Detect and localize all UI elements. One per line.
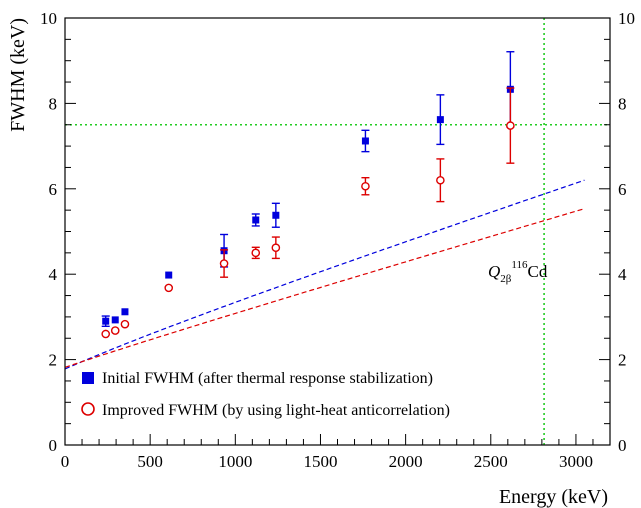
axis-tick-labels: 0 500 1000 1500 2000 2500 3000 0 2 4 6 8 10 0 2 4 6 8 10 (40, 9, 635, 471)
x-axis-title: Energy (keV) (499, 486, 608, 508)
y-tick-label-right: 4 (618, 265, 627, 284)
data-point-improved (361, 181, 370, 191)
y-tick-label-left: 8 (49, 94, 58, 113)
data-point-improved (110, 326, 120, 335)
x-tick-label: 2500 (474, 452, 508, 471)
y-tick-label-left: 10 (40, 9, 57, 28)
data-point-initial (361, 137, 369, 145)
x-tick-label: 3000 (559, 452, 593, 471)
data-point-improved (219, 259, 229, 268)
data-point-initial (252, 216, 260, 224)
data-point-initial (272, 211, 280, 219)
data-point-improved (506, 121, 515, 130)
y-tick-label-right: 2 (618, 351, 627, 370)
y-tick-label-left: 0 (49, 436, 58, 455)
x-tick-label: 2000 (389, 452, 423, 471)
y-tick-label-left: 2 (49, 351, 58, 370)
y-tick-label-right: 8 (618, 94, 627, 113)
y-tick-label-right: 0 (618, 436, 627, 455)
plot-area (65, 18, 610, 445)
annotation-base: Q (488, 262, 500, 281)
data-point-improved (120, 319, 130, 329)
x-tick-label: 500 (137, 452, 163, 471)
data-point-initial (165, 271, 173, 279)
y-tick-label-right: 6 (618, 180, 627, 199)
axis-ticks (64, 17, 611, 446)
data-point-improved (436, 175, 445, 185)
legend: Initial FWHM (after thermal response sta… (81, 370, 450, 419)
data-point-initial (121, 308, 129, 316)
x-tick-label: 1000 (218, 452, 252, 471)
legend-label-initial: Initial FWHM (after thermal response sta… (102, 370, 433, 387)
y-tick-label-left: 4 (49, 265, 58, 284)
data-point-improved (101, 329, 111, 339)
data-point-improved (271, 243, 281, 253)
reference-lines (65, 18, 610, 445)
data-point-improved (164, 283, 174, 293)
legend-marker-initial (82, 372, 94, 384)
annotation-superscript: 116 (511, 259, 528, 271)
fit-curve-improved (64, 208, 585, 368)
data-point-initial (102, 317, 110, 325)
legend-label-improved: Improved FWHM (by using light-heat antic… (102, 402, 450, 419)
y-axis-title: FWHM (keV) (7, 18, 29, 132)
y-tick-label-right: 10 (618, 9, 635, 28)
annotation-subscript: 2β (500, 273, 512, 285)
q-value-annotation: Q2β 116Cd (488, 259, 548, 285)
legend-marker-improved (81, 402, 95, 416)
fit-curves (64, 179, 585, 370)
svg-text:Q2β116Cd: Q2β 116Cd (488, 259, 548, 285)
data-point-initial (436, 116, 444, 124)
data-point-initial (111, 316, 119, 324)
y-tick-label-left: 6 (49, 180, 58, 199)
data-point-improved (251, 248, 261, 258)
data-points (101, 51, 515, 339)
x-tick-label: 0 (61, 452, 70, 471)
annotation-element: Cd (527, 262, 547, 281)
x-tick-label: 1500 (303, 452, 337, 471)
